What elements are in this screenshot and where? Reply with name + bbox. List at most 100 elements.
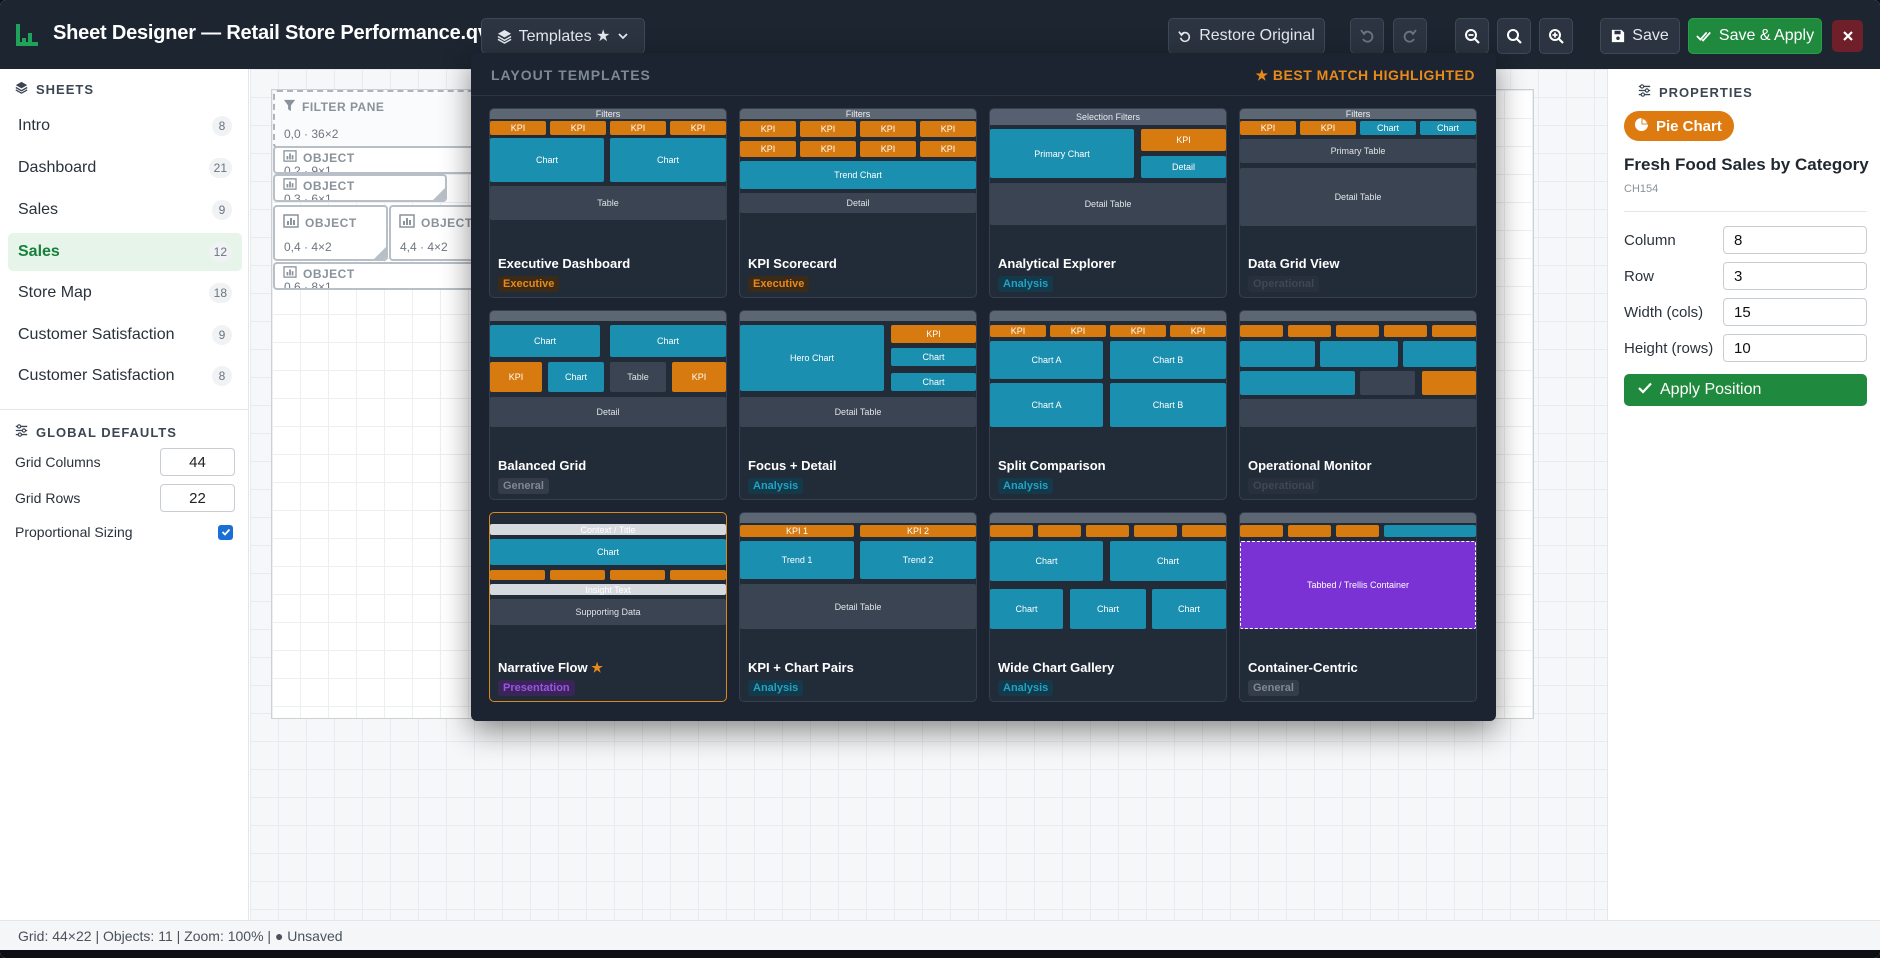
object-dims: 0,3 · 6×1 <box>284 192 332 202</box>
thumb-detail: Detail <box>490 397 726 427</box>
sheet-item[interactable]: Dashboard 21 <box>8 149 242 187</box>
thumb-kpi: KPI <box>1141 129 1226 151</box>
template-card-data-grid-view[interactable]: Filters KPI KPI Chart Chart Primary Tabl… <box>1239 108 1477 298</box>
template-card-narrative-flow[interactable]: Context / Title Chart Insight Text Suppo… <box>489 512 727 702</box>
thumb-detail-table: Detail Table <box>1240 168 1476 226</box>
thumb-chart: Chart <box>610 138 726 182</box>
template-card-analytical-explorer[interactable]: Selection Filters Primary Chart KPI Deta… <box>989 108 1227 298</box>
thumb-detail: Detail <box>1141 156 1226 178</box>
thumb-kpi: KPI <box>490 362 542 392</box>
template-card-kpi-scorecard[interactable]: Filters KPI KPI KPI KPI KPI KPI KPI KPI … <box>739 108 977 298</box>
template-card-operational-monitor[interactable]: Operational Monitor Operational <box>1239 310 1477 500</box>
template-card-split-comparison[interactable]: KPI KPI KPI KPI Chart A Chart B Chart A … <box>989 310 1227 500</box>
left-sidebar: SHEETS Intro 8 Dashboard 21 Sales 9 Sale… <box>0 69 249 920</box>
template-tag: Analysis <box>748 680 804 696</box>
sheet-item-count: 8 <box>212 366 232 386</box>
app-logo-icon <box>16 24 38 46</box>
column-label: Column <box>1624 231 1676 249</box>
thumb-chart: Chart <box>610 325 726 357</box>
thumb-kpi-block <box>1422 371 1476 395</box>
grid-rows-input[interactable] <box>160 484 235 512</box>
sheet-item-label: Dashboard <box>18 159 97 176</box>
thumb-kpi-block <box>490 570 545 580</box>
template-card-container-centric[interactable]: Tabbed / Trellis Container Container-Cen… <box>1239 512 1477 702</box>
zoom-reset-button[interactable] <box>1497 18 1531 54</box>
chart-object-icon <box>399 214 415 231</box>
object-header: OBJECT <box>283 178 355 193</box>
resize-handle[interactable] <box>433 188 445 200</box>
save-and-apply-label: Save & Apply <box>1718 27 1815 44</box>
object-header: OBJECT <box>283 150 355 165</box>
thumb-kpi: KPI <box>670 121 726 135</box>
object-header: OBJECT <box>399 214 473 231</box>
close-button[interactable] <box>1832 20 1863 52</box>
sheet-item[interactable]: Intro 8 <box>8 107 242 145</box>
thumb-header-bar <box>740 513 976 523</box>
save-button[interactable]: Save <box>1600 18 1680 54</box>
canvas-object[interactable]: OBJECT 0,6 · 8×1 <box>273 262 483 290</box>
template-card-executive-dashboard[interactable]: Filters KPI KPI KPI KPI Chart Chart Tabl… <box>489 108 727 298</box>
proportional-sizing-checkbox[interactable] <box>218 524 233 540</box>
grid-columns-input[interactable] <box>160 448 235 476</box>
thumb-table-block <box>1360 371 1415 395</box>
thumb-chart: Chart <box>490 325 600 357</box>
chart-object-icon <box>283 214 299 231</box>
undo-button[interactable] <box>1350 18 1384 54</box>
thumb-kpi: KPI <box>490 121 546 135</box>
sheet-item[interactable]: Customer Satisfaction 8 <box>8 357 242 395</box>
thumb-chart-a: Chart A <box>990 341 1103 379</box>
width-row: Width (cols) <box>1624 298 1867 326</box>
redo-button[interactable] <box>1393 18 1427 54</box>
thumb-kpi-block <box>1288 525 1331 537</box>
width-input[interactable] <box>1723 298 1867 326</box>
thumb-trend-chart: Trend Chart <box>740 161 976 189</box>
object-label: OBJECT <box>303 150 355 165</box>
chevron-down-icon <box>617 30 629 42</box>
restore-original-button[interactable]: Restore Original <box>1168 18 1325 54</box>
thumb-kpi: KPI <box>920 121 976 137</box>
layers-icon <box>15 81 28 97</box>
thumb-kpi-block <box>670 570 726 580</box>
canvas-object[interactable]: OBJECT 0,4 · 4×2 <box>273 205 388 261</box>
thumb-kpi: KPI <box>1300 121 1356 135</box>
apply-position-button[interactable]: Apply Position <box>1624 374 1867 406</box>
thumb-chart: Chart <box>490 539 726 565</box>
thumb-kpi: KPI <box>860 121 916 137</box>
sheet-item-count: 8 <box>212 116 232 136</box>
zoom-out-button[interactable] <box>1455 18 1489 54</box>
canvas-object[interactable]: OBJECT 0,2 · 9×1 <box>273 146 483 174</box>
thumb-kpi: KPI <box>550 121 606 135</box>
sheet-item[interactable]: Store Map 18 <box>8 274 242 312</box>
thumb-chart: Chart <box>990 541 1103 581</box>
sheet-item[interactable]: Customer Satisfaction 9 <box>8 316 242 354</box>
thumb-detail-table: Detail Table <box>990 183 1226 225</box>
thumb-kpi-2: KPI 2 <box>860 525 976 537</box>
thumb-trend-2: Trend 2 <box>860 541 976 579</box>
resize-handle[interactable] <box>374 247 386 259</box>
thumb-tabbed-container: Tabbed / Trellis Container <box>1240 541 1476 629</box>
save-and-apply-button[interactable]: Save & Apply <box>1688 18 1822 54</box>
sheet-item-active[interactable]: Sales 12 <box>8 233 242 271</box>
templates-button[interactable]: Templates ★ <box>481 18 645 54</box>
column-input[interactable] <box>1723 226 1867 254</box>
thumb-primary-chart: Primary Chart <box>990 129 1134 178</box>
canvas-object[interactable]: OBJECT 0,3 · 6×1 <box>273 174 447 202</box>
zoom-in-button[interactable] <box>1539 18 1573 54</box>
template-card-wide-chart-gallery[interactable]: Chart Chart Chart Chart Chart Wide Chart… <box>989 512 1227 702</box>
template-card-kpi-chart-pairs[interactable]: KPI 1 KPI 2 Trend 1 Trend 2 Detail Table… <box>739 512 977 702</box>
thumb-supporting-data: Supporting Data <box>490 599 726 625</box>
height-input[interactable] <box>1723 334 1867 362</box>
template-tag: General <box>498 478 549 494</box>
template-card-balanced-grid[interactable]: Chart Chart KPI Chart Table KPI Detail B… <box>489 310 727 500</box>
template-tag: Analysis <box>998 680 1054 696</box>
object-label: OBJECT <box>303 266 355 281</box>
templates-divider <box>471 95 1496 96</box>
row-input[interactable] <box>1723 262 1867 290</box>
sheet-item[interactable]: Sales 9 <box>8 191 242 229</box>
thumb-selection-filters: Selection Filters <box>990 109 1226 125</box>
template-card-focus-detail[interactable]: Hero Chart KPI Chart Chart Detail Table … <box>739 310 977 500</box>
thumb-detail-table: Detail Table <box>740 584 976 629</box>
thumb-header-bar <box>990 311 1226 321</box>
sheet-item-count: 18 <box>208 283 232 303</box>
filter-pane-object[interactable]: FILTER PANE 0,0 · 36×2 <box>273 90 483 148</box>
